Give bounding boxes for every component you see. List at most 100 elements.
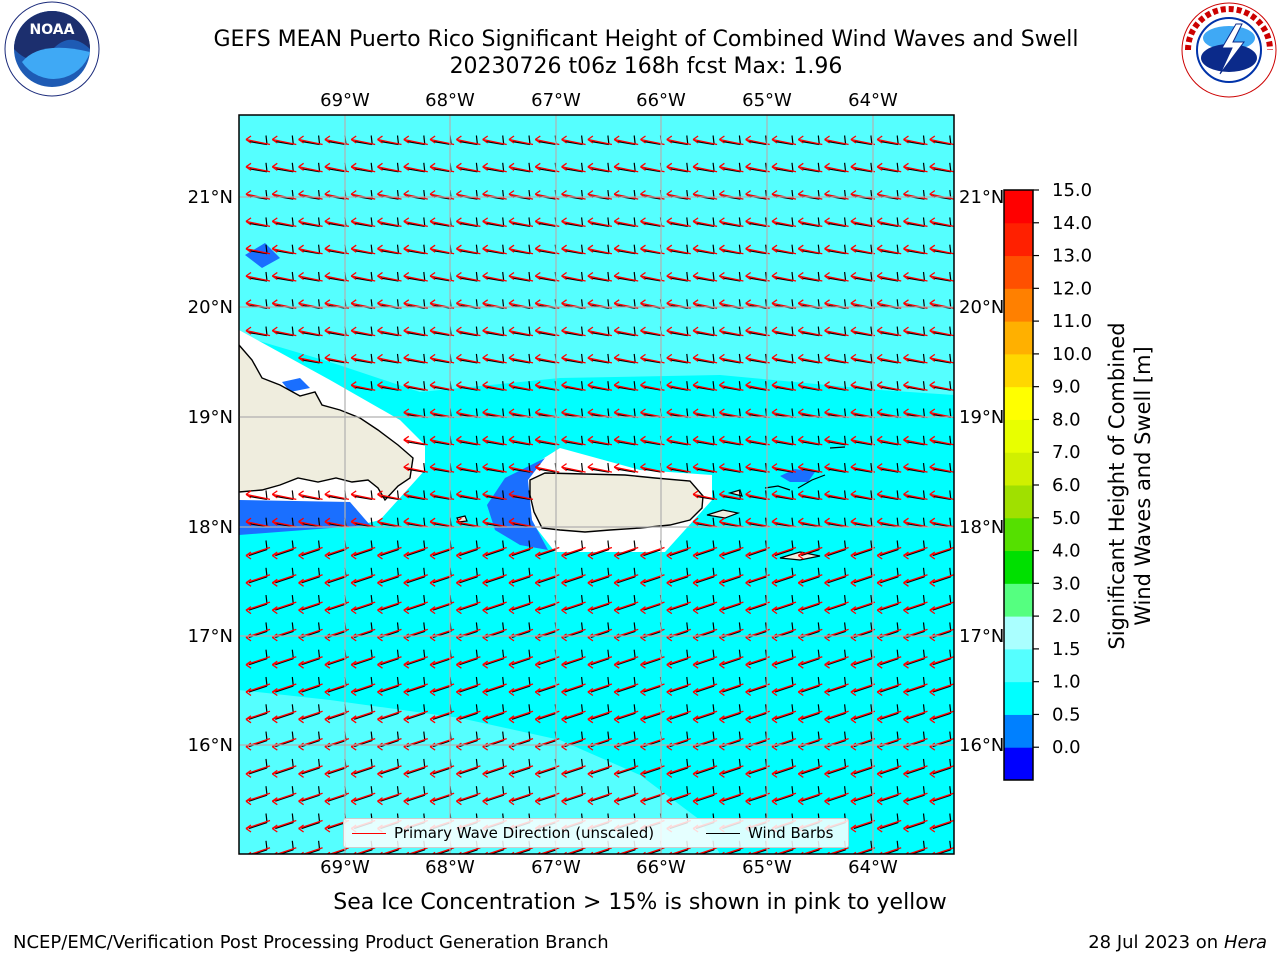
wind-barb-symbol [482,786,507,806]
wind-barb-symbol [876,381,902,391]
wind-barb-symbol [876,595,902,615]
wind-barb-symbol [534,381,560,391]
wind-barb-symbol [929,540,954,560]
wind-barb-symbol [587,381,613,391]
wind-barb-symbol [876,786,902,806]
wind-barb-symbol [245,786,271,806]
wind-barb-symbol [298,813,323,833]
wind-barb-symbol [587,244,613,255]
wind-barb-symbol [824,217,849,228]
lon-tick-label: 65°W [742,857,792,878]
wind-barb-symbol [771,162,797,173]
wind-barb-symbol [587,435,613,446]
lon-tick-label: 66°W [636,90,686,111]
lon-tick-label: 68°W [425,90,475,111]
wind-barb-symbol [482,517,507,528]
footer-host: Hera [1223,932,1267,953]
wind-barb-symbol [403,244,428,255]
wind-barb-symbol [824,786,849,806]
wind-barb-symbol [613,271,639,282]
wind-barb-symbol [666,786,692,806]
wind-barb-symbol [377,162,402,173]
colorbar-tick-label: 15.0 [1052,180,1092,201]
wind-barb-symbol [797,135,823,146]
wind-barb-symbol [771,786,797,806]
wind-barb-symbol [850,758,876,778]
wind-barb-symbol [719,135,744,146]
wind-barb-symbol [797,381,823,391]
lat-tick-label: 18°N [959,517,1004,538]
wind-barb-symbol [482,244,507,255]
wind-barb-symbol [666,704,692,724]
wind-barb-symbol [271,786,297,806]
wind-barb-symbol [666,135,691,146]
wind-barb-symbol [298,271,323,282]
wind-barb-symbol [771,540,797,560]
wind-barb-symbol [850,463,876,473]
wind-barb-symbol [666,758,692,778]
colorbar-segment [1004,616,1033,650]
wind-barb-symbol [824,758,849,778]
wind-barb-symbol [508,517,534,528]
wind-barb-symbol [508,567,534,587]
wind-barb-symbol [508,758,534,778]
wind-barb-symbol [903,435,928,446]
wind-barb-symbol [613,353,639,364]
wind-barb-symbol [587,786,613,806]
wind-barb-symbol [850,813,876,833]
wind-barb-symbol [482,649,507,669]
wind-barb-symbol [403,490,428,501]
wind-barb-symbol [561,567,586,587]
wind-barb-symbol [587,676,613,697]
legend-item-wave: Primary Wave Direction (unscaled) [352,824,654,842]
chart-title: GEFS MEAN Puerto Rico Significant Height… [213,27,1079,52]
wind-barb-symbol [298,135,323,146]
wind-barb-symbol [719,517,744,528]
wind-barb-symbol [508,704,534,724]
wind-barb-symbol [903,540,928,560]
wind-barb-symbol [456,540,481,560]
wind-barb-symbol [692,135,718,146]
wind-barb-symbol [850,353,876,364]
wind-barb-symbol [692,540,718,560]
wind-barb-symbol [797,704,823,724]
wind-barb-symbol [903,135,928,146]
wind-barb-symbol [561,463,586,473]
wind-barb-symbol [377,676,402,697]
map-legend: Primary Wave Direction (unscaled) Wind B… [343,818,849,848]
colorbar-tick-label: 14.0 [1052,213,1092,234]
wind-barb-symbol [350,567,376,587]
wind-barb-symbol [403,786,429,806]
wind-barb-symbol [824,326,849,337]
wind-barb-symbol [797,463,823,473]
wind-barb-symbol [903,326,928,337]
colorbar-segment [1004,255,1033,289]
wind-barb-symbol [403,162,428,173]
wind-barb-symbol [692,676,718,697]
colorbar-tick-label: 10.0 [1052,344,1092,365]
wind-barb-symbol [771,135,797,146]
wind-barb-symbol [666,162,691,173]
wind-barb-symbol [929,758,954,778]
wind-barb-symbol [903,676,928,697]
wind-barb-symbol [298,595,323,615]
wave-height-band-northwest [245,243,280,268]
wind-barb-symbol [508,649,534,669]
colorbar-tick-label: 11.0 [1052,311,1092,332]
wind-barb-symbol [929,704,954,724]
colorbar-segment [1004,419,1033,453]
wind-barb-symbol [719,353,744,364]
wind-barb-symbol [403,649,429,669]
colorbar-tick-label: 12.0 [1052,278,1092,299]
colorbar-segment [1004,386,1033,420]
wind-barb-symbol [850,326,876,337]
wind-barb-symbol [456,595,481,615]
wind-barb-symbol [561,649,586,669]
wind-barb-symbol [298,353,323,364]
wind-barb-symbol [403,567,429,587]
wind-barb-symbol [771,217,797,228]
wind-barb-symbol [403,353,428,364]
wind-barb-symbol [903,786,928,806]
wind-barb-symbol [271,217,297,228]
